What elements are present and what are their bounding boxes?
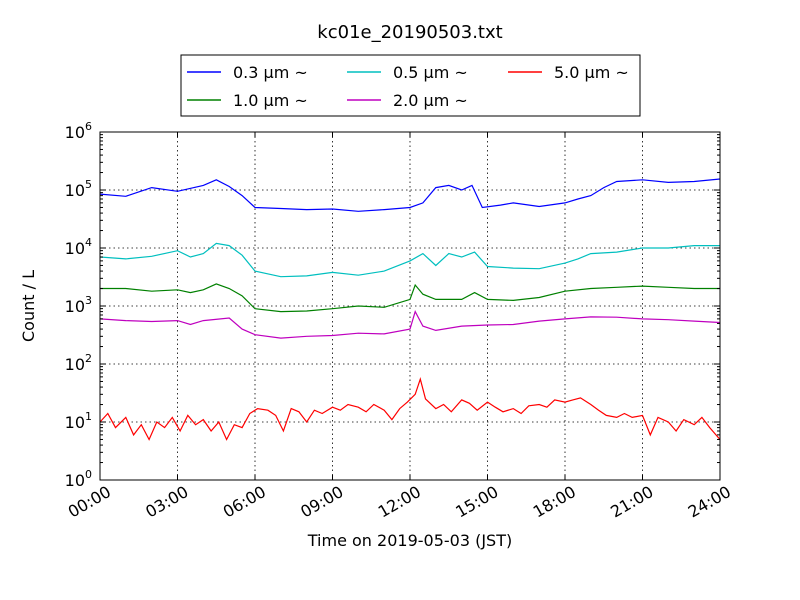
legend: 0.3 μm ~ 0.5 μm ~ 1.0 μm ~ 2.0 μm ~ 5.0 μm ~ — [180, 54, 641, 117]
x-tick-label: 12:00 — [375, 482, 424, 522]
legend-label-1: 0.5 μm ~ — [393, 63, 468, 82]
x-axis-label: Time on 2019-05-03 (JST) — [307, 531, 512, 550]
x-tick-label: 06:00 — [220, 482, 269, 522]
series-line-4 — [99, 377, 721, 441]
series-layer — [99, 178, 721, 441]
series-line-1 — [99, 242, 720, 278]
chart-title: kc01e_20190503.txt — [317, 22, 502, 43]
y-axis-label: Count / L — [19, 270, 38, 342]
x-tick-label: 09:00 — [297, 482, 346, 522]
y-tick-label: 102 — [65, 352, 92, 374]
x-tick-label: 21:00 — [607, 482, 656, 522]
legend-label-0: 0.3 μm ~ — [233, 63, 308, 82]
x-tick-label: 15:00 — [452, 482, 501, 522]
y-tick-label: 104 — [65, 236, 92, 258]
y-tick-label: 101 — [65, 410, 92, 432]
series-line-0 — [99, 178, 721, 212]
y-tick-label: 100 — [65, 468, 92, 490]
grid-lines — [100, 132, 720, 480]
legend-label-2: 1.0 μm ~ — [233, 91, 308, 110]
x-tick-label: 18:00 — [530, 482, 579, 522]
x-tick-label: 24:00 — [685, 482, 734, 522]
x-tick-label: 03:00 — [142, 482, 191, 522]
y-tick-label: 106 — [65, 120, 92, 142]
legend-box — [180, 54, 641, 117]
series-line-3 — [99, 310, 721, 339]
y-tick-label: 103 — [65, 294, 92, 316]
y-tick-label: 105 — [65, 178, 92, 200]
legend-label-4: 5.0 μm ~ — [554, 63, 629, 82]
legend-label-3: 2.0 μm ~ — [393, 91, 468, 110]
series-line-2 — [100, 283, 720, 313]
